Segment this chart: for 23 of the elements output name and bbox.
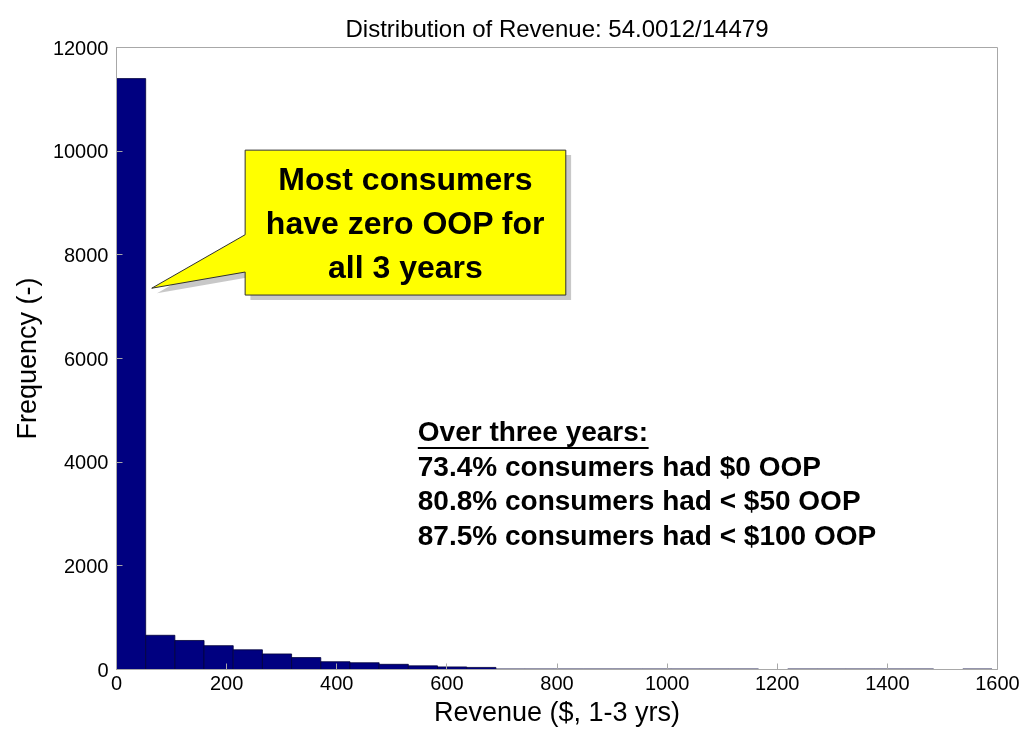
y-tick-label: 6000 [64,347,109,370]
y-tick-label: 12000 [52,36,109,59]
annotation: Over three years: [417,416,649,448]
x-tick-label: 600 [430,671,464,694]
x-tick-label: 200 [209,671,244,694]
x-tick-label: 1000 [644,671,690,694]
annotation: Most consumers have zero OOP for all 3 years [265,160,545,285]
x-tick-label: 400 [320,671,354,694]
x-tick-label: 1400 [865,671,910,694]
y-tick-label: 2000 [64,554,109,577]
y-tick-label: 10000 [52,140,109,163]
x-tick-label: 800 [540,671,574,694]
y-tick-label: 4000 [64,451,109,474]
annotation: 80.8% consumers had < $50 OOP [417,485,861,517]
y-tick-label: 8000 [64,243,109,266]
y-axis-title: Frequency (-) [11,277,42,440]
x-axis-title: Revenue ($, 1-3 yrs) [433,696,681,727]
annotation: 87.5% consumers had < $100 OOP [417,519,877,551]
x-tick-label: 0 [110,671,123,694]
x-tick-label: 1600 [975,671,1020,694]
x-tick-label: 1200 [755,671,800,694]
annotation: 73.4% consumers had $0 OOP [417,450,821,482]
chart-title: Distribution of Revenue: 54.0012/14479 [345,14,769,42]
